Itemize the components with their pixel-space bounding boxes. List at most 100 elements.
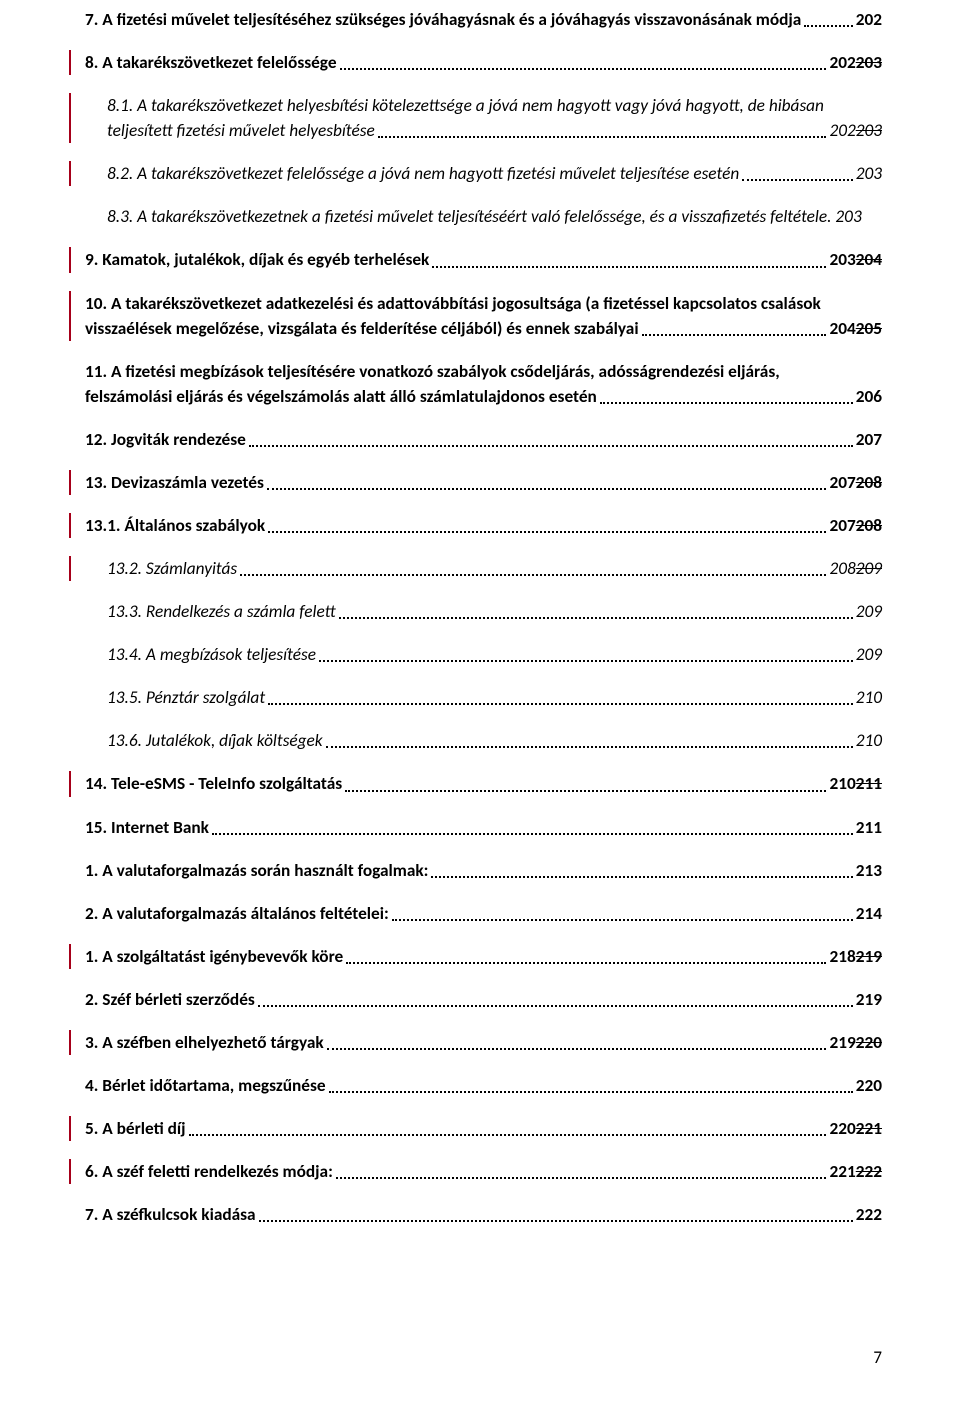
- dot-leader: [392, 919, 853, 921]
- toc-title: 12. Jogviták rendezése: [85, 427, 246, 452]
- toc-entry: 8.2. A takarékszövetkezet felelőssége a …: [85, 161, 882, 186]
- toc-page: 219: [856, 987, 882, 1012]
- toc-title: 5. A bérleti díj: [85, 1116, 186, 1141]
- toc-page-struck: 219: [856, 946, 882, 967]
- toc-title: 2. A valutaforgalmazás általános feltéte…: [85, 901, 389, 926]
- toc-title: 13. Devizaszámla vezetés: [85, 470, 264, 495]
- toc-entry: 2. A valutaforgalmazás általános feltéte…: [85, 901, 882, 926]
- toc-title: 8.2. A takarékszövetkezet felelőssége a …: [107, 161, 739, 186]
- dot-leader: [249, 445, 853, 447]
- toc-page: 211: [856, 815, 882, 840]
- toc-page: 221222: [829, 1159, 882, 1184]
- toc-last-line: visszaélések megelőzése, vizsgálata és f…: [85, 316, 882, 341]
- toc-entry: 13.1. Általános szabályok 207208: [85, 513, 882, 538]
- toc-page-struck: 220: [856, 1032, 882, 1053]
- toc-page: 220: [856, 1073, 882, 1098]
- toc-title-line1: 11. A fizetési megbízások teljesítésére …: [85, 359, 882, 384]
- change-bar: [69, 513, 71, 538]
- toc-page: 210: [856, 685, 882, 710]
- toc-page: 207208: [829, 513, 882, 538]
- toc-title-line1: 8.1. A takarékszövetkezet helyesbítési k…: [107, 93, 882, 118]
- change-bar: [69, 1159, 71, 1184]
- toc-entry: 13.5. Pénztár szolgálat 210: [85, 685, 882, 710]
- toc-page: 222: [856, 1202, 882, 1227]
- toc-page-struck: 203: [856, 120, 882, 141]
- toc-title: 13.6. Jutalékok, díjak költségek: [107, 728, 323, 753]
- toc-title-line1: 10. A takarékszövetkezet adatkezelési és…: [85, 291, 882, 316]
- toc-page: 220221: [829, 1116, 882, 1141]
- toc-title: 1. A valutaforgalmazás során használt fo…: [85, 858, 428, 883]
- change-bar: [69, 556, 71, 581]
- toc-page: 202203: [829, 50, 882, 75]
- dot-leader: [339, 617, 853, 619]
- toc-page-struck: 205: [856, 318, 882, 339]
- toc-title: 4. Bérlet időtartama, megszűnése: [85, 1073, 326, 1098]
- toc-entry: 1. A valutaforgalmazás során használt fo…: [85, 858, 882, 883]
- toc-title: 14. Tele-eSMS - TeleInfo szolgáltatás: [85, 771, 342, 796]
- change-bar: [69, 944, 71, 969]
- toc-entry: 10. A takarékszövetkezet adatkezelési és…: [85, 291, 882, 341]
- dot-leader: [742, 179, 853, 181]
- dot-leader: [804, 25, 852, 27]
- toc-title: 7. A széfkulcsok kiadása: [85, 1202, 256, 1227]
- toc-entry: 6. A széf feletti rendelkezés módja: 221…: [85, 1159, 882, 1184]
- toc-title: 7. A fizetési művelet teljesítéséhez szü…: [85, 7, 801, 32]
- toc-page-struck: 204: [856, 249, 882, 270]
- toc-page: 209: [856, 599, 882, 624]
- toc-last-line: felszámolási eljárás és végelszámolás al…: [85, 384, 882, 409]
- toc-title: 3. A széfben elhelyezhető tárgyak: [85, 1030, 324, 1055]
- dot-leader: [600, 402, 853, 404]
- toc-entry: 8.1. A takarékszövetkezet helyesbítési k…: [85, 93, 882, 143]
- toc-entry: 3. A széfben elhelyezhető tárgyak 219220: [85, 1030, 882, 1055]
- toc-entry: 7. A fizetési művelet teljesítéséhez szü…: [85, 7, 882, 32]
- change-bar: [69, 50, 71, 75]
- toc-entry: 13.2. Számlanyitás 208209: [85, 556, 882, 581]
- toc-entry: 12. Jogviták rendezése 207: [85, 427, 882, 452]
- dot-leader: [258, 1005, 853, 1007]
- toc-entry: 8. A takarékszövetkezet felelőssége 2022…: [85, 50, 882, 75]
- dot-leader: [345, 790, 826, 792]
- toc-entry: 11. A fizetési megbízások teljesítésére …: [85, 359, 882, 409]
- toc-page: 219220: [829, 1030, 882, 1055]
- dot-leader: [259, 1220, 853, 1222]
- toc-title-tail: visszaélések megelőzése, vizsgálata és f…: [85, 316, 639, 341]
- toc-title-tail: teljesített fizetési művelet helyesbítés…: [107, 118, 375, 143]
- toc-title: 8. A takarékszövetkezet felelőssége: [85, 50, 337, 75]
- table-of-contents: 7. A fizetési művelet teljesítéséhez szü…: [85, 7, 882, 1227]
- toc-title: 6. A széf feletti rendelkezés módja:: [85, 1159, 333, 1184]
- change-bar: [69, 161, 71, 186]
- toc-page: 210211: [829, 771, 882, 796]
- toc-entry: 1. A szolgáltatást igénybevevők köre 218…: [85, 944, 882, 969]
- toc-entry: 8.3. A takarékszövetkezetnek a fizetési …: [85, 204, 882, 229]
- toc-last-line: teljesített fizetési művelet helyesbítés…: [107, 118, 882, 143]
- dot-leader: [212, 833, 853, 835]
- toc-page-struck: 211: [856, 773, 882, 794]
- dot-leader: [329, 1091, 853, 1093]
- toc-page: 218219: [829, 944, 882, 969]
- toc-page: 202: [856, 7, 882, 32]
- change-bar: [69, 470, 71, 495]
- dot-leader: [268, 531, 826, 533]
- dot-leader: [336, 1177, 827, 1179]
- dot-leader: [267, 488, 827, 490]
- page-number: 7: [873, 1347, 882, 1368]
- toc-entry: 9. Kamatok, jutalékok, díjak és egyéb te…: [85, 247, 882, 272]
- toc-page: 206: [856, 384, 882, 409]
- toc-title: 13.2. Számlanyitás: [107, 556, 237, 581]
- toc-title: 9. Kamatok, jutalékok, díjak és egyéb te…: [85, 247, 429, 272]
- change-bar: [69, 1116, 71, 1141]
- dot-leader: [327, 1048, 827, 1050]
- toc-page-struck: 208: [856, 515, 882, 536]
- toc-page-struck: 208: [856, 472, 882, 493]
- dot-leader: [340, 68, 827, 70]
- dot-leader: [432, 266, 826, 268]
- dot-leader: [268, 703, 853, 705]
- toc-page: . 203: [827, 204, 862, 229]
- dot-leader: [431, 876, 852, 878]
- toc-page: 209: [856, 642, 882, 667]
- toc-title: 13.3. Rendelkezés a számla felett: [107, 599, 336, 624]
- toc-page-struck: 203: [856, 52, 882, 73]
- toc-page: 207208: [829, 470, 882, 495]
- change-bar: [69, 93, 71, 143]
- toc-entry: 5. A bérleti díj 220221: [85, 1116, 882, 1141]
